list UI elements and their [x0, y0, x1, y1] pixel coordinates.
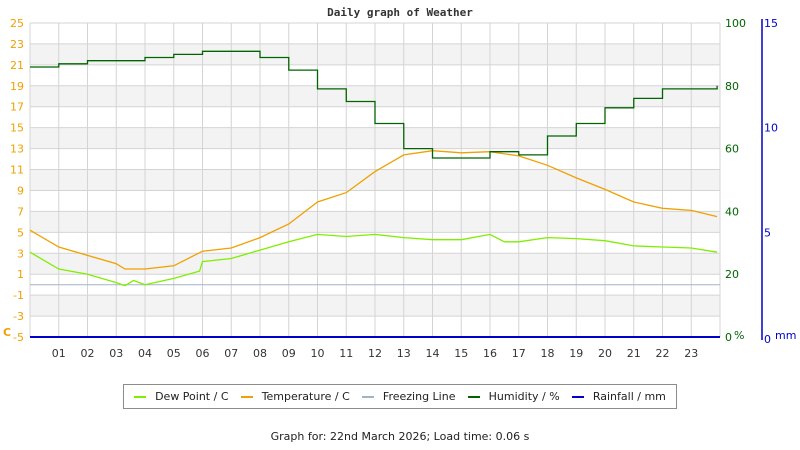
svg-text:23: 23: [10, 38, 24, 51]
legend-item-humidity: Humidity / %: [467, 390, 560, 403]
svg-text:15: 15: [454, 347, 468, 360]
svg-text:5: 5: [17, 226, 24, 239]
svg-text:20: 20: [725, 268, 739, 281]
legend-item-rainfall: Rainfall / mm: [571, 390, 666, 403]
svg-text:60: 60: [725, 143, 739, 156]
dew-point-c-line: [29, 233, 718, 287]
legend-label: Dew Point / C: [155, 390, 229, 403]
svg-text:5: 5: [764, 226, 771, 239]
svg-text:20: 20: [598, 347, 612, 360]
svg-text:3: 3: [17, 247, 24, 260]
svg-text:80: 80: [725, 80, 739, 93]
temperature-axis-ticks: 25 23 21 19 17 15 13 11 9 7 5 3 1 -1 -3 -5: [10, 17, 24, 344]
legend-label: Humidity / %: [488, 390, 560, 403]
legend-item-temperature: Temperature / C: [240, 390, 350, 403]
svg-text:-3: -3: [13, 310, 24, 323]
temperature-c-line: [29, 150, 718, 270]
svg-text:0: 0: [764, 333, 771, 346]
svg-text:17: 17: [10, 101, 24, 114]
legend-item-freezing-line: Freezing Line: [361, 390, 456, 403]
legend-item-dew-point: Dew Point / C: [134, 390, 229, 403]
svg-text:13: 13: [10, 143, 24, 156]
legend-label: Temperature / C: [261, 390, 350, 403]
freezing-line-swatch: [361, 395, 374, 398]
svg-text:21: 21: [627, 347, 641, 360]
svg-text:01: 01: [52, 347, 66, 360]
svg-text:04: 04: [138, 347, 152, 360]
legend-label: Freezing Line: [382, 390, 456, 403]
svg-text:23: 23: [684, 347, 698, 360]
svg-text:18: 18: [541, 347, 555, 360]
svg-text:-1: -1: [13, 289, 24, 302]
svg-text:08: 08: [253, 347, 267, 360]
weather-chart: Daily graph of Weather 25232119171513119…: [3, 6, 796, 360]
svg-text:15: 15: [764, 17, 778, 30]
svg-text:10: 10: [764, 122, 778, 135]
svg-text:9: 9: [17, 184, 24, 197]
rainfall-axis: 15 10 5 0: [761, 17, 778, 346]
svg-text:1: 1: [17, 268, 24, 281]
svg-text:19: 19: [10, 80, 24, 93]
svg-text:16: 16: [483, 347, 497, 360]
svg-text:05: 05: [167, 347, 181, 360]
dew-point-swatch: [134, 395, 147, 398]
svg-text:11: 11: [339, 347, 353, 360]
humidity-unit-label: %: [734, 329, 744, 342]
legend-label: Rainfall / mm: [592, 390, 666, 403]
svg-text:22: 22: [656, 347, 670, 360]
svg-text:13: 13: [397, 347, 411, 360]
svg-text:15: 15: [10, 122, 24, 135]
humidity-line: [30, 50, 718, 159]
chart-legend: Dew Point / C Temperature / C Freezing L…: [123, 384, 677, 409]
data-series: [29, 50, 720, 338]
hour-axis-ticks: 01 02 03 04 05 06 07 08 09 10 11 12 13 14 15 16 17 18 19 20…: [52, 347, 699, 360]
svg-text:17: 17: [512, 347, 526, 360]
temperature-unit-label: C: [3, 326, 11, 339]
svg-text:-5: -5: [13, 331, 24, 344]
svg-text:03: 03: [109, 347, 123, 360]
rainfall-swatch: [571, 395, 584, 398]
chart-title: Daily graph of Weather: [327, 6, 473, 19]
graph-footer: Graph for: 22nd March 2026; Load time: 0…: [270, 430, 530, 443]
svg-text:25: 25: [10, 17, 24, 30]
humidity-axis-ticks: 100 80 60 40 20 0: [725, 17, 746, 344]
svg-text:07: 07: [224, 347, 238, 360]
svg-text:14: 14: [426, 347, 440, 360]
svg-text:100: 100: [725, 17, 746, 30]
svg-text:11: 11: [10, 164, 24, 177]
svg-text:40: 40: [725, 205, 739, 218]
svg-text:21: 21: [10, 59, 24, 72]
humidity-swatch: [467, 395, 480, 398]
svg-text:06: 06: [196, 347, 210, 360]
svg-text:10: 10: [311, 347, 325, 360]
svg-text:19: 19: [569, 347, 583, 360]
svg-text:12: 12: [368, 347, 382, 360]
rainfall-unit-label: mm: [775, 329, 796, 342]
temperature-swatch: [240, 395, 253, 398]
svg-text:02: 02: [81, 347, 95, 360]
svg-text:0: 0: [725, 331, 732, 344]
svg-text:09: 09: [282, 347, 296, 360]
svg-text:7: 7: [17, 205, 24, 218]
